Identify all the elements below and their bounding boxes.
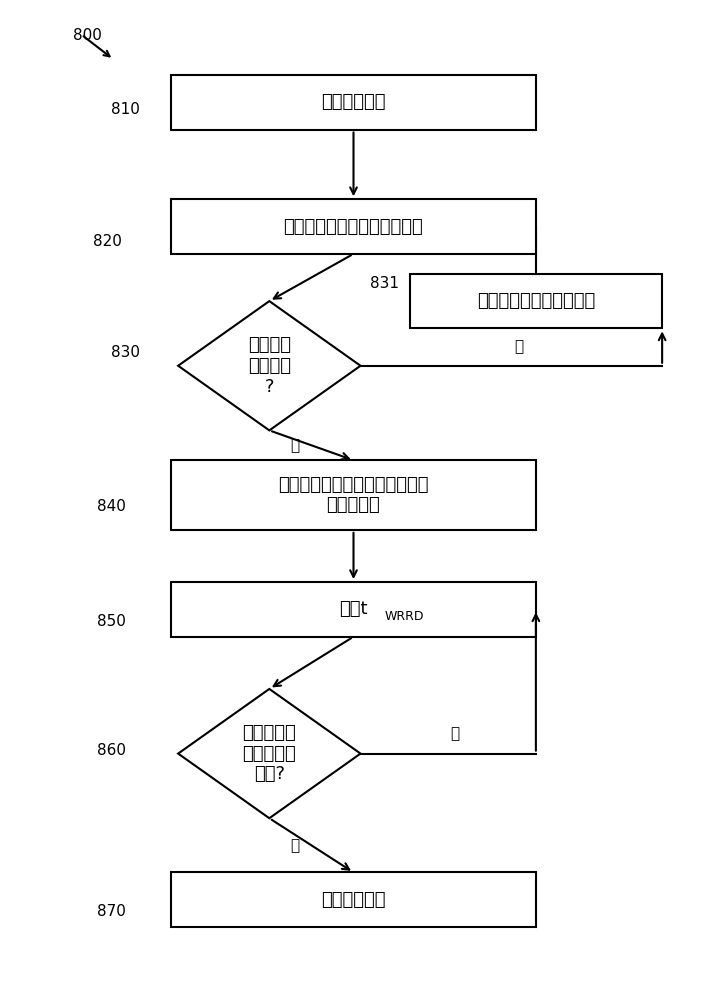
Text: 开始读取突发: 开始读取突发	[321, 891, 386, 909]
Text: 发起写入突发: 发起写入突发	[321, 93, 386, 111]
Text: 任何读取访
问符合定时
条件?: 任何读取访 问符合定时 条件?	[243, 724, 296, 783]
Polygon shape	[178, 689, 361, 818]
Text: 810: 810	[111, 102, 139, 117]
Text: 继续对当前存储列进行写入突发
达预定次数: 继续对当前存储列进行写入突发 达预定次数	[279, 476, 428, 514]
Text: 接近写入
突发结束
?: 接近写入 突发结束 ?	[248, 336, 291, 396]
FancyBboxPatch shape	[171, 75, 536, 130]
Text: 840: 840	[97, 499, 126, 514]
Text: 是: 是	[291, 438, 300, 453]
Polygon shape	[178, 301, 361, 430]
Text: 830: 830	[110, 345, 139, 360]
FancyBboxPatch shape	[409, 274, 662, 328]
Text: WRRD: WRRD	[385, 610, 425, 623]
Text: 831: 831	[370, 276, 399, 291]
Text: 850: 850	[97, 614, 126, 629]
Text: 870: 870	[97, 904, 126, 919]
Text: 860: 860	[97, 743, 126, 758]
Text: 否: 否	[514, 339, 523, 354]
Text: 执行到当前存储列的写入访问: 执行到当前存储列的写入访问	[284, 218, 423, 236]
FancyBboxPatch shape	[171, 460, 536, 530]
Text: 选择性地切换当前存储列: 选择性地切换当前存储列	[477, 292, 595, 310]
Text: 是: 是	[291, 838, 300, 853]
FancyBboxPatch shape	[171, 582, 536, 637]
Text: 800: 800	[73, 28, 102, 43]
FancyBboxPatch shape	[171, 199, 536, 254]
Text: 820: 820	[93, 234, 122, 249]
Text: 否: 否	[450, 727, 460, 742]
FancyBboxPatch shape	[171, 872, 536, 927]
Text: 等待t: 等待t	[339, 600, 368, 618]
